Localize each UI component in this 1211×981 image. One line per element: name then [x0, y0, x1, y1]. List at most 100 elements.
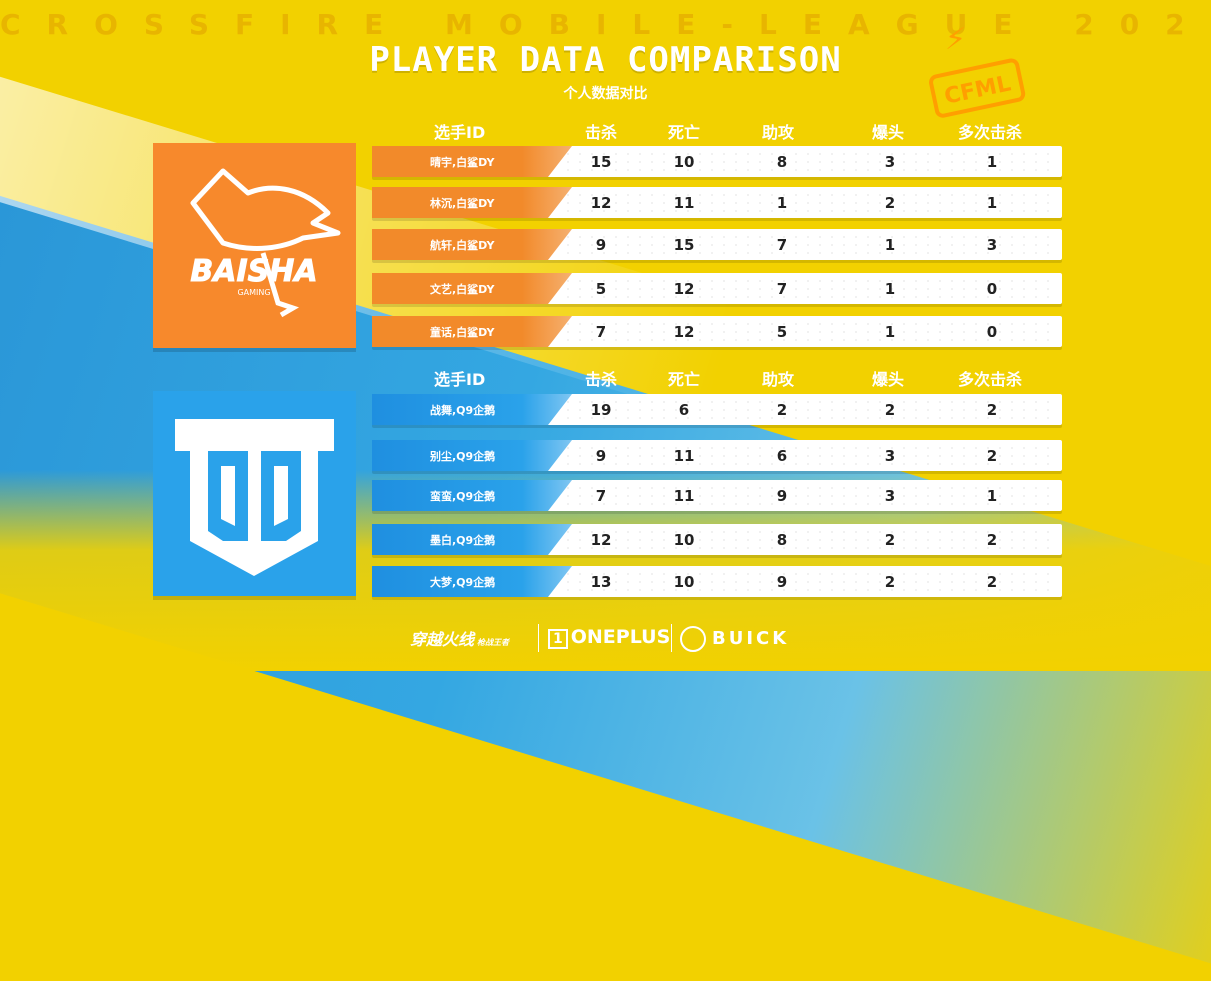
kills-value: 9	[595, 447, 607, 465]
league-banner: CROSSFIRE MOBILE-LEAGUE 2020	[0, 8, 1211, 41]
multikills-value: 2	[986, 447, 998, 465]
header-multikills: 多次击杀	[958, 123, 1023, 142]
player-id: 晴宇,白鲨DY	[430, 156, 495, 169]
assists-value: 6	[776, 447, 788, 465]
multikills-value: 1	[986, 194, 998, 212]
assists-value: 9	[776, 573, 788, 591]
headshots-value: 2	[884, 573, 896, 591]
cfml-logo: CFML	[929, 58, 1026, 118]
kills-value: 7	[595, 487, 607, 505]
table-row: 蛮蛮,Q9企鹅 7 11 9 3 1	[372, 480, 1062, 511]
assists-value: 9	[776, 487, 788, 505]
assists-value: 5	[776, 323, 788, 341]
multikills-value: 0	[986, 323, 998, 341]
multikills-value: 1	[986, 487, 998, 505]
buick-emblem-icon	[680, 626, 706, 652]
multikills-value: 1	[986, 153, 998, 171]
header-deaths: 死亡	[668, 370, 701, 389]
baisha-team-logo: BAISHA GAMING	[153, 143, 356, 348]
header-assists: 助攻	[762, 370, 795, 389]
table-row: 战舞,Q9企鹅 19 6 2 2 2	[372, 394, 1062, 425]
table-row: 航轩,白鲨DY 9 15 7 1 3	[372, 229, 1062, 260]
header-multikills: 多次击杀	[958, 370, 1023, 389]
oneplus-logo: 1 ONEPLUS	[548, 626, 670, 649]
headshots-value: 2	[884, 401, 896, 419]
assists-value: 1	[776, 194, 788, 212]
q9-emblem-icon	[175, 419, 334, 576]
header-assists: 助攻	[762, 123, 795, 142]
header-deaths: 死亡	[668, 123, 701, 142]
header-kills: 击杀	[585, 123, 618, 142]
multikills-value: 3	[986, 236, 998, 254]
table-row: 别尘,Q9企鹅 9 11 6 3 2	[372, 440, 1062, 471]
assists-value: 8	[776, 531, 788, 549]
page-subtitle: 个人数据对比	[563, 86, 648, 102]
player-id: 别尘,Q9企鹅	[430, 450, 496, 463]
svg-text:BAISHA: BAISHA	[190, 254, 317, 289]
header-headshots: 爆头	[872, 123, 905, 142]
kills-value: 12	[590, 194, 612, 212]
sponsor-bar: 穿越火线 枪战王者 1 ONEPLUS BUICK	[0, 624, 1211, 654]
table-row: 晴宇,白鲨DY 15 10 8 3 1	[372, 146, 1062, 177]
player-id: 文艺,白鲨DY	[430, 283, 495, 296]
assists-value: 2	[776, 401, 788, 419]
player-id: 航轩,白鲨DY	[430, 239, 495, 252]
deaths-value: 12	[673, 280, 695, 298]
assists-value: 7	[776, 236, 788, 254]
q9-team-logo	[153, 391, 356, 596]
table-row: 大梦,Q9企鹅 13 10 9 2 2	[372, 566, 1062, 597]
deaths-value: 12	[673, 323, 695, 341]
table-row: 墨白,Q9企鹅 12 10 8 2 2	[372, 524, 1062, 555]
player-id: 墨白,Q9企鹅	[430, 534, 496, 547]
header-headshots: 爆头	[872, 370, 905, 389]
deaths-value: 6	[678, 401, 690, 419]
shark-icon: BAISHA GAMING	[190, 168, 341, 318]
player-id: 大梦,Q9企鹅	[430, 576, 496, 589]
headshots-value: 3	[884, 487, 896, 505]
kills-value: 9	[595, 236, 607, 254]
multikills-value: 2	[986, 531, 998, 549]
multikills-value: 0	[986, 280, 998, 298]
player-id: 童话,白鲨DY	[430, 326, 495, 339]
table-row: 文艺,白鲨DY 5 12 7 1 0	[372, 273, 1062, 304]
table-row: 童话,白鲨DY 7 12 5 1 0	[372, 316, 1062, 347]
headshots-value: 2	[884, 194, 896, 212]
kills-value: 12	[590, 531, 612, 549]
deaths-value: 10	[673, 153, 695, 171]
kills-value: 15	[590, 153, 612, 171]
buick-logo: BUICK	[680, 626, 789, 652]
headshots-value: 1	[884, 280, 896, 298]
assists-value: 8	[776, 153, 788, 171]
deaths-value: 11	[673, 487, 695, 505]
multikills-value: 2	[986, 573, 998, 591]
deaths-value: 15	[673, 236, 695, 254]
header-player-id: 选手ID	[434, 370, 486, 389]
kills-value: 7	[595, 323, 607, 341]
header-player-id: 选手ID	[434, 123, 486, 142]
team2-header-row: 选手ID 击杀 死亡 助攻 爆头 多次击杀	[372, 366, 1062, 390]
page-title: PLAYER DATA COMPARISON	[369, 40, 842, 80]
assists-value: 7	[776, 280, 788, 298]
lightning-icon: ⚡	[945, 22, 967, 57]
svg-text:GAMING: GAMING	[237, 288, 270, 297]
deaths-value: 11	[673, 194, 695, 212]
team1-header-row: 选手ID 击杀 死亡 助攻 爆头 多次击杀	[372, 119, 1062, 143]
table-row: 林沉,白鲨DY 12 11 1 2 1	[372, 187, 1062, 218]
headshots-value: 1	[884, 236, 896, 254]
player-id: 蛮蛮,Q9企鹅	[430, 490, 496, 503]
deaths-value: 10	[673, 531, 695, 549]
kills-value: 19	[590, 401, 612, 419]
headshots-value: 3	[884, 153, 896, 171]
kills-value: 13	[590, 573, 612, 591]
headshots-value: 3	[884, 447, 896, 465]
header-kills: 击杀	[585, 370, 618, 389]
headshots-value: 1	[884, 323, 896, 341]
player-id: 林沉,白鲨DY	[430, 197, 495, 210]
crossfire-logo: 穿越火线 枪战王者	[410, 630, 510, 649]
deaths-value: 10	[673, 573, 695, 591]
kills-value: 5	[595, 280, 607, 298]
player-id: 战舞,Q9企鹅	[430, 404, 496, 417]
headshots-value: 2	[884, 531, 896, 549]
multikills-value: 2	[986, 401, 998, 419]
deaths-value: 11	[673, 447, 695, 465]
